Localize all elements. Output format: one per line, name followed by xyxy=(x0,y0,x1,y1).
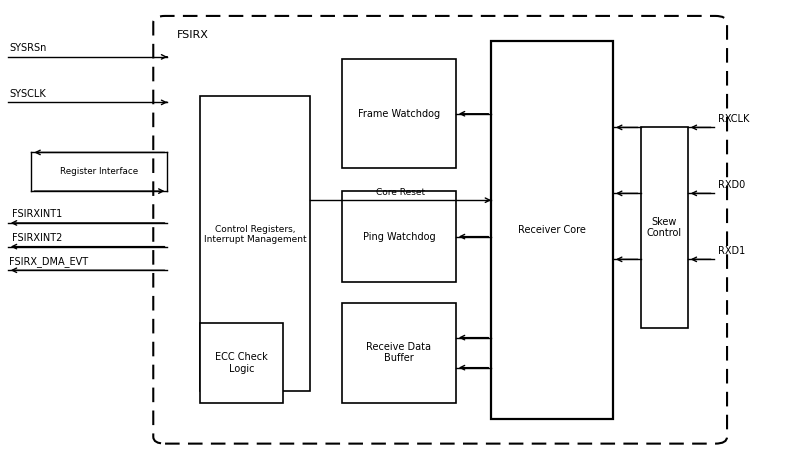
Text: FSIRXINT1: FSIRXINT1 xyxy=(12,209,62,219)
Text: Frame Watchdog: Frame Watchdog xyxy=(358,109,440,119)
Text: FSIRXINT2: FSIRXINT2 xyxy=(12,233,62,243)
Text: Register Interface: Register Interface xyxy=(61,167,138,176)
Text: SYSCLK: SYSCLK xyxy=(9,89,46,99)
Bar xyxy=(342,303,456,403)
Text: RXD0: RXD0 xyxy=(718,180,745,190)
Text: Receiver Core: Receiver Core xyxy=(518,225,586,235)
Bar xyxy=(342,191,456,282)
Bar xyxy=(200,96,310,391)
Text: Core Reset: Core Reset xyxy=(376,187,425,197)
Text: Receive Data
Buffer: Receive Data Buffer xyxy=(366,342,432,364)
Text: Skew
Control: Skew Control xyxy=(647,217,681,238)
Text: Ping Watchdog: Ping Watchdog xyxy=(362,232,435,242)
Bar xyxy=(641,127,688,328)
Bar xyxy=(491,41,613,419)
Text: Control Registers,
Interrupt Management: Control Registers, Interrupt Management xyxy=(204,225,307,244)
Text: RXD1: RXD1 xyxy=(718,246,745,256)
Text: RXCLK: RXCLK xyxy=(718,114,749,124)
FancyBboxPatch shape xyxy=(153,16,727,444)
Text: SYSRSn: SYSRSn xyxy=(9,43,47,53)
Bar xyxy=(200,323,283,403)
Text: ECC Check
Logic: ECC Check Logic xyxy=(215,352,268,374)
Text: FSIRX_DMA_EVT: FSIRX_DMA_EVT xyxy=(9,256,89,267)
Bar xyxy=(342,59,456,168)
Text: FSIRX: FSIRX xyxy=(177,30,209,40)
